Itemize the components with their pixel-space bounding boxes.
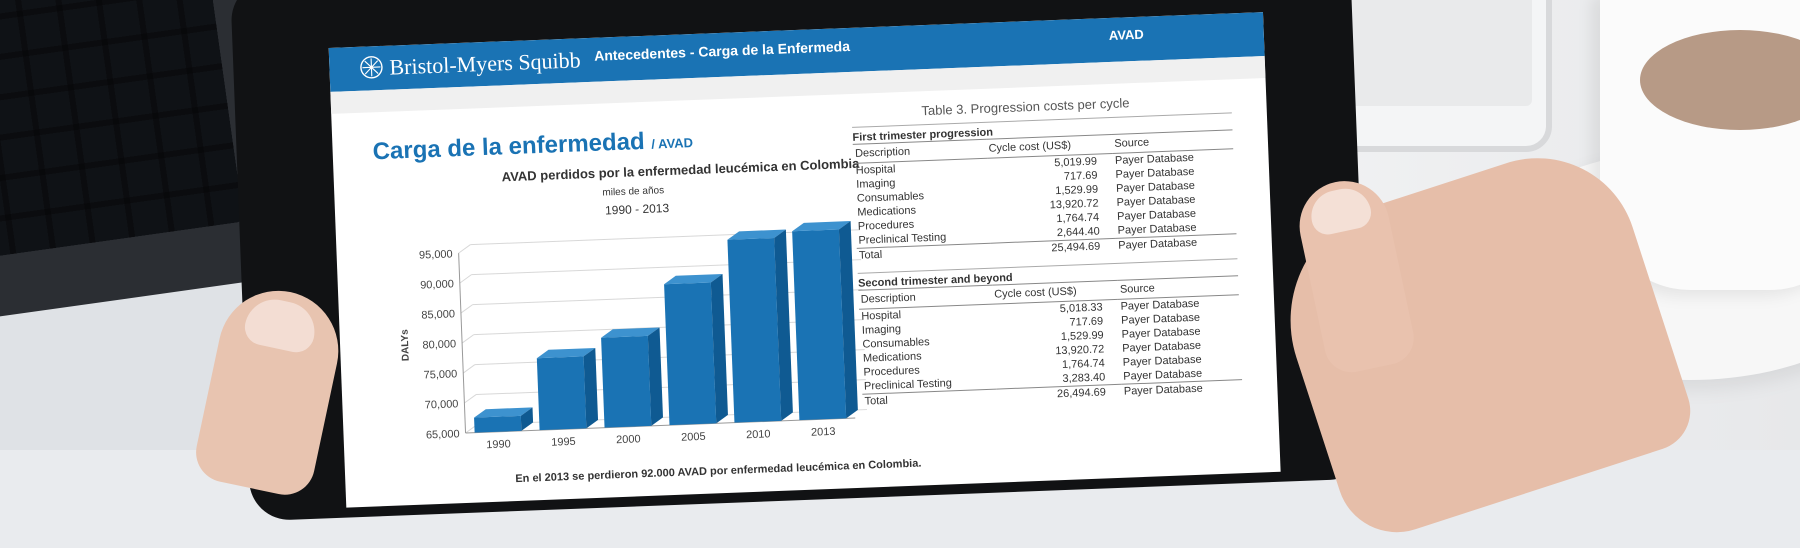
- y-tick-label: 70,000: [425, 398, 459, 411]
- chart-period: 1990 - 2013: [604, 201, 670, 218]
- coffee: [1640, 30, 1800, 130]
- bar: [601, 335, 652, 428]
- brand-name: Bristol-Myers Squibb: [388, 47, 582, 80]
- costs-table-first: Description Cycle cost (US$) Source Hosp…: [852, 129, 1238, 263]
- table-first-trimester: First trimester progression Description …: [852, 112, 1238, 263]
- tablet: Bristol-Myers Squibb Antecedentes - Carg…: [230, 0, 1370, 522]
- x-axis: [465, 417, 856, 434]
- keyboard-keys: [0, 0, 245, 260]
- tablet-screen: Bristol-Myers Squibb Antecedentes - Carg…: [328, 12, 1281, 508]
- left-thumbnail: [241, 294, 321, 356]
- gridline-depth: [461, 334, 475, 344]
- table-second-trimester: Second trimester and beyond Description …: [857, 258, 1243, 409]
- page-title: Carga de la enfermedad / AVAD: [372, 126, 693, 166]
- page-title-suffix: / AVAD: [651, 135, 694, 152]
- bar-side: [647, 327, 663, 426]
- gridline-depth: [460, 304, 473, 314]
- x-tick-label: 2010: [746, 428, 771, 441]
- phone-screen: [1350, 0, 1532, 106]
- x-tick-label: 2000: [616, 433, 641, 446]
- bar-side: [838, 221, 858, 419]
- y-axis: [458, 253, 467, 434]
- right-thumbnail: [1306, 183, 1375, 238]
- bar-chart: 95,000 90,000 85,000 80,000 75,000 70,000 65,0…: [400, 221, 867, 451]
- gridline-depth: [462, 364, 476, 374]
- y-axis-label: DALYs: [400, 329, 412, 362]
- bar: [536, 356, 587, 431]
- bar-top: [792, 221, 851, 232]
- bar-top: [727, 229, 786, 240]
- header-link-avad[interactable]: AVAD: [1108, 26, 1145, 43]
- bar: [664, 282, 717, 426]
- bar: [792, 229, 847, 421]
- bar-top: [536, 347, 596, 359]
- chart-caption: En el 2013 se perdieron 92.000 AVAD por …: [515, 457, 922, 486]
- bar-top: [664, 274, 723, 285]
- costs-table-second: Description Cycle cost (US$) Source Hosp…: [858, 275, 1243, 409]
- bar-top: [474, 407, 533, 418]
- y-tick-label: 95,000: [419, 248, 453, 261]
- y-tick-label: 90,000: [420, 278, 454, 291]
- chart-title: AVAD perdidos por la enfermedad leucémic…: [501, 155, 860, 185]
- y-tick-label: 65,000: [426, 428, 460, 441]
- bar-side: [774, 229, 793, 421]
- y-tick-label: 85,000: [421, 308, 455, 321]
- progression-cost-tables: Table 3. Progression costs per cycle Fir…: [851, 91, 1243, 418]
- breadcrumb[interactable]: Antecedentes - Carga de la Enfermeda: [593, 37, 851, 64]
- gridline-depth: [459, 274, 472, 284]
- bms-logo-icon: [360, 56, 383, 79]
- y-tick-label: 75,000: [423, 368, 457, 381]
- bar-top: [601, 327, 660, 338]
- gridline-depth: [458, 244, 471, 254]
- page-title-text: Carga de la enfermedad: [372, 127, 646, 166]
- x-tick-label: 2005: [681, 431, 706, 444]
- x-tick-label: 1990: [486, 438, 511, 451]
- bar: [474, 415, 522, 433]
- x-tick-label: 2013: [811, 426, 836, 439]
- app-header: Bristol-Myers Squibb Antecedentes - Carg…: [328, 12, 1265, 92]
- y-tick-label: 80,000: [422, 338, 456, 351]
- gridline-depth: [464, 394, 477, 404]
- x-tick-label: 1995: [551, 436, 576, 449]
- bar-side: [710, 274, 728, 424]
- bar-side: [583, 347, 599, 429]
- smartphone: [1330, 0, 1552, 152]
- bar-side: [520, 407, 534, 431]
- bar: [727, 237, 782, 423]
- chart-subtitle: miles de años: [602, 185, 665, 199]
